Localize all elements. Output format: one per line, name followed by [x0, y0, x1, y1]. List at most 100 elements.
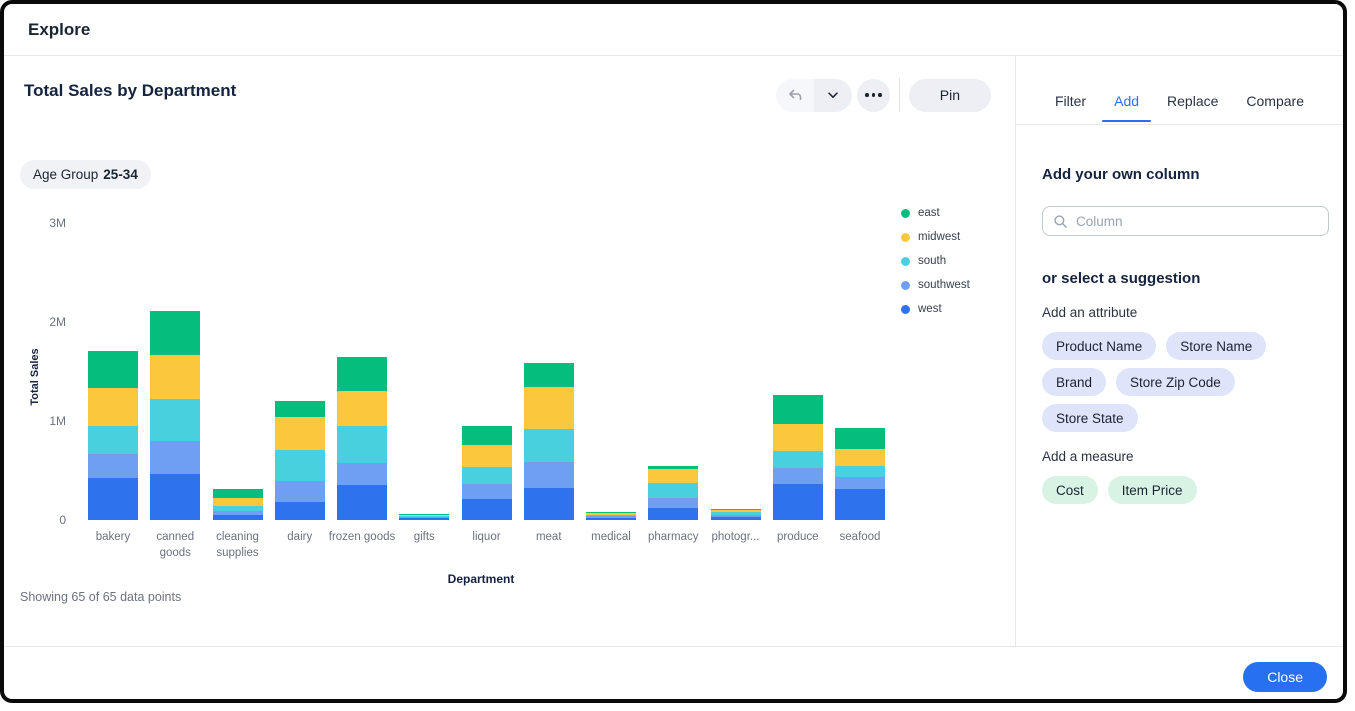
measure-chip-item-price[interactable]: Item Price — [1107, 476, 1197, 504]
bar-segment-cleaning-supplies-midwest[interactable] — [212, 498, 263, 507]
bar-segment-medical-midwest[interactable] — [586, 512, 636, 515]
bar-segment-canned-goods-west[interactable] — [150, 474, 201, 520]
bar-segment-liquor-west[interactable] — [461, 499, 512, 520]
bar-segment-liquor-east[interactable] — [461, 425, 512, 445]
bar-segment-liquor-south[interactable] — [461, 466, 512, 485]
bar-segment-pharmacy-east[interactable] — [648, 465, 699, 469]
bar-segment-canned-goods-south[interactable] — [150, 399, 201, 441]
bar-segment-dairy-east[interactable] — [274, 401, 325, 418]
bar-segment-medical-south[interactable] — [586, 514, 636, 517]
bar-segment-pharmacy-midwest[interactable] — [648, 468, 699, 484]
attribute-chip-store-zip-code[interactable]: Store Zip Code — [1116, 368, 1235, 396]
bar-segment-frozen-goods-southwest[interactable] — [337, 462, 387, 486]
pin-button-label: Pin — [939, 87, 960, 103]
side-panel: Filter Add Replace Compare Add your own col… — [1014, 56, 1343, 646]
bar-segment-canned-goods-east[interactable] — [150, 311, 201, 355]
measure-chip-cost[interactable]: Cost — [1041, 476, 1098, 504]
bar-segment-cleaning-supplies-southwest[interactable] — [212, 511, 263, 516]
bar-segment-pharmacy-south[interactable] — [648, 483, 699, 499]
pin-button[interactable]: Pin — [908, 78, 991, 112]
bar-segment-photogr-southwest[interactable] — [710, 515, 761, 518]
bar-segment-dairy-west[interactable] — [274, 502, 325, 520]
bar-segment-seafood-midwest[interactable] — [835, 448, 885, 466]
bar-segment-canned-goods-midwest[interactable] — [150, 354, 201, 400]
bar-segment-liquor-southwest[interactable] — [461, 484, 512, 500]
y-tick-3m: 3M — [49, 216, 66, 230]
bar-segment-produce-midwest[interactable] — [772, 423, 823, 451]
side-panel-tabs: Filter Add Replace Compare — [1015, 56, 1343, 125]
bar-segment-medical-southwest[interactable] — [586, 516, 636, 518]
bar-segment-cleaning-supplies-south[interactable] — [212, 506, 263, 512]
attribute-group-label: Add an attribute — [1041, 305, 1138, 320]
undo-button[interactable] — [775, 78, 814, 112]
legend-item-west[interactable]: west — [901, 297, 970, 321]
attribute-chip-store-state[interactable]: Store State — [1041, 404, 1138, 432]
more-options-button[interactable] — [856, 78, 890, 112]
bar-segment-photogr-west[interactable] — [710, 517, 761, 520]
bar-segment-canned-goods-southwest[interactable] — [150, 440, 201, 475]
bar-segment-cleaning-supplies-east[interactable] — [212, 489, 263, 499]
bar-segment-meat-southwest[interactable] — [523, 461, 574, 489]
bar-segment-seafood-east[interactable] — [835, 427, 885, 449]
attribute-chip-product-name[interactable]: Product Name — [1041, 332, 1157, 360]
bar-segment-gifts-west[interactable] — [399, 518, 450, 520]
bar-segment-photogr-midwest[interactable] — [710, 509, 761, 513]
tab-add[interactable]: Add — [1102, 93, 1151, 122]
legend-label-east: east — [918, 207, 940, 219]
bar-segment-liquor-midwest[interactable] — [461, 444, 512, 467]
bar-segment-bakery-west[interactable] — [88, 478, 138, 520]
bar-segment-dairy-south[interactable] — [274, 449, 325, 482]
bar-segment-gifts-midwest[interactable] — [399, 515, 450, 517]
bar-segment-pharmacy-southwest[interactable] — [648, 498, 699, 509]
bar-segment-bakery-southwest[interactable] — [88, 453, 138, 479]
bar-segment-gifts-east[interactable] — [399, 514, 450, 516]
tab-compare[interactable]: Compare — [1246, 93, 1304, 109]
column-search-input[interactable] — [1075, 213, 1318, 229]
bar-segment-meat-midwest[interactable] — [523, 387, 574, 429]
legend-item-east[interactable]: east — [901, 201, 970, 225]
y-tick-2m: 2M — [49, 315, 66, 329]
attribute-chip-store-name[interactable]: Store Name — [1166, 332, 1267, 360]
bar-segment-bakery-east[interactable] — [88, 350, 138, 389]
bar-segment-meat-south[interactable] — [523, 428, 574, 462]
bar-segment-dairy-southwest[interactable] — [274, 481, 325, 503]
bar-segment-pharmacy-west[interactable] — [648, 508, 699, 520]
close-button[interactable]: Close — [1243, 662, 1327, 692]
bar-segment-frozen-goods-east[interactable] — [337, 356, 387, 392]
tab-replace[interactable]: Replace — [1167, 93, 1219, 109]
bar-segment-produce-east[interactable] — [772, 395, 823, 424]
bar-segment-frozen-goods-midwest[interactable] — [337, 391, 387, 426]
legend-label-southwest: southwest — [918, 279, 970, 291]
age-group-filter-chip[interactable]: Age Group 25-34 — [20, 160, 151, 189]
y-tick-1m: 1M — [49, 414, 66, 428]
bar-segment-seafood-southwest[interactable] — [835, 477, 885, 490]
legend-item-midwest[interactable]: midwest — [901, 225, 970, 249]
bar-segment-photogr-south[interactable] — [710, 512, 761, 516]
bar-segment-medical-west[interactable] — [586, 517, 636, 520]
bar-segment-gifts-south[interactable] — [399, 516, 450, 518]
bar-segment-seafood-west[interactable] — [835, 489, 885, 520]
bar-segment-meat-west[interactable] — [523, 488, 574, 520]
legend-item-southwest[interactable]: southwest — [901, 273, 970, 297]
undo-history-dropdown-button[interactable] — [813, 78, 852, 112]
add-column-title: Add your own column — [1041, 166, 1200, 183]
legend-item-south[interactable]: south — [901, 249, 970, 273]
modal-body: Total Sales by Department — [4, 56, 1343, 646]
bar-segment-produce-west[interactable] — [772, 484, 823, 520]
bar-segment-produce-south[interactable] — [772, 450, 823, 468]
attribute-chip-brand[interactable]: Brand — [1041, 368, 1107, 396]
bar-segment-bakery-south[interactable] — [88, 425, 138, 454]
tab-filter[interactable]: Filter — [1054, 93, 1087, 109]
bar-segment-frozen-goods-west[interactable] — [337, 485, 387, 520]
chevron-down-icon — [828, 92, 838, 98]
bar-segment-dairy-midwest[interactable] — [274, 417, 325, 450]
x-tick-seafood: seafood — [839, 531, 881, 543]
bar-segment-produce-southwest[interactable] — [772, 467, 823, 485]
bar-segment-frozen-goods-south[interactable] — [337, 425, 387, 463]
bar-segment-gifts-southwest[interactable] — [399, 517, 450, 519]
bar-segment-cleaning-supplies-west[interactable] — [212, 515, 263, 520]
bar-segment-seafood-south[interactable] — [835, 465, 885, 478]
bar-segment-meat-east[interactable] — [523, 362, 574, 388]
bar-segment-photogr-east[interactable] — [710, 508, 761, 510]
bar-segment-bakery-midwest[interactable] — [88, 388, 138, 426]
